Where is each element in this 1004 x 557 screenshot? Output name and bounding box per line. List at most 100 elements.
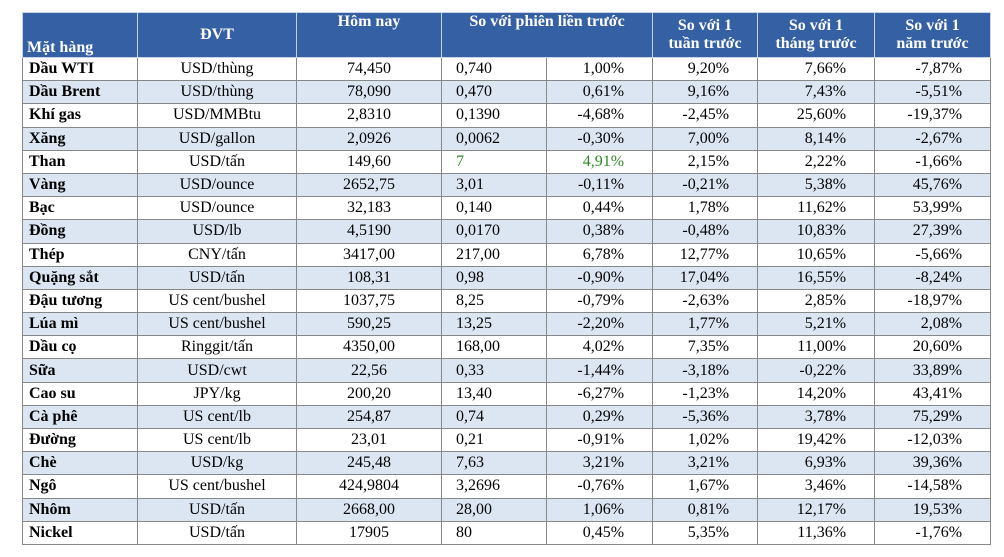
- table-cell: 7,43%: [757, 80, 876, 105]
- table-cell: -12,03%: [874, 427, 992, 453]
- table-cell: -2,20%: [545, 312, 654, 337]
- table-cell: US cent/lb: [137, 427, 297, 453]
- table-cell: 7: [441, 149, 547, 174]
- table-row: Sữa USD/cwt 22,56 0,33 -1,44% -3,18% -0,22% 33,…: [22, 358, 992, 383]
- table-cell: -2,63%: [652, 288, 759, 314]
- table-cell: 11,36%: [757, 520, 876, 545]
- table-cell: 43,41%: [874, 381, 992, 406]
- commodity-name: Than: [22, 149, 138, 174]
- table-row: Vàng USD/ounce 2652,75 3,01 -0,11% -0,21% 5,38…: [22, 172, 992, 198]
- commodity-name: Nhôm: [22, 497, 138, 522]
- price-table: Mặt hàng ĐVT Hôm nay So với phiên liền t…: [22, 12, 992, 545]
- table-row: Dầu WTI USD/thùng 74,450 0,740 1,00% 9,20% 7,6…: [22, 56, 992, 82]
- table-cell: 32,183: [296, 196, 442, 221]
- commodity-name: Chè: [22, 451, 138, 476]
- commodity-name: Cao su: [22, 381, 138, 406]
- commodity-name: Lúa mì: [22, 312, 138, 337]
- table-cell: 4,5190: [296, 219, 442, 244]
- table-cell: 254,87: [296, 404, 442, 430]
- table-cell: 0,81%: [652, 497, 759, 522]
- table-cell: 0,45%: [545, 520, 654, 545]
- table-cell: 0,740: [441, 56, 547, 82]
- header-row: Mặt hàng ĐVT Hôm nay So với phiên liền t…: [22, 12, 992, 58]
- table-row: Than USD/tấn 149,60 7 4,91% 2,15% 2,22% -1,66%: [22, 149, 992, 174]
- table-cell: -19,37%: [874, 103, 992, 128]
- table-cell: US cent/bushel: [137, 312, 297, 337]
- table-cell: 19,53%: [874, 497, 992, 522]
- table-row: Quặng sắt USD/tấn 108,31 0,98 -0,90% 17,04% 16…: [22, 265, 992, 290]
- table-cell: 7,00%: [652, 126, 759, 151]
- table-cell: US cent/bushel: [137, 474, 297, 499]
- table-cell: 10,65%: [757, 242, 876, 267]
- table-cell: USD/gallon: [137, 126, 297, 151]
- table-cell: 2,08%: [874, 312, 992, 337]
- table-row: Xăng USD/gallon 2,0926 0,0062 -0,30% 7,00% 8,1…: [22, 126, 992, 151]
- commodity-name: Cà phê: [22, 404, 138, 430]
- table-cell: -8,24%: [874, 265, 992, 290]
- table-cell: 245,48: [296, 451, 442, 476]
- table-cell: USD/tấn: [137, 265, 297, 290]
- table-cell: -7,87%: [874, 56, 992, 82]
- commodity-name: Dầu Brent: [22, 80, 138, 105]
- table-cell: 0,98: [441, 265, 547, 290]
- header-cell: So với phiên liền trước: [440, 12, 654, 58]
- table-cell: USD/tấn: [137, 520, 297, 545]
- table-cell: 0,21: [441, 427, 547, 453]
- table-cell: 2,22%: [757, 149, 876, 174]
- table-cell: 3,2696: [441, 474, 547, 499]
- table-cell: 0,38%: [545, 219, 654, 244]
- table-cell: -5,36%: [652, 404, 759, 430]
- table-cell: 5,35%: [652, 520, 759, 545]
- table-row: Lúa mì US cent/bushel 590,25 13,25 -2,20% 1,7…: [22, 312, 992, 337]
- commodity-name: Ngô: [22, 474, 138, 499]
- table-cell: 2,15%: [652, 149, 759, 174]
- table-cell: 0,33: [441, 358, 547, 383]
- table-cell: USD/ounce: [137, 172, 297, 198]
- table-cell: 0,29%: [545, 404, 654, 430]
- table-cell: 149,60: [296, 149, 442, 174]
- table-cell: -0,48%: [652, 219, 759, 244]
- commodity-name: Quặng sắt: [22, 265, 138, 290]
- table-cell: 11,00%: [757, 335, 876, 360]
- table-cell: 9,16%: [652, 80, 759, 105]
- table-cell: 590,25: [296, 312, 442, 337]
- commodity-name: Sữa: [22, 358, 138, 383]
- header-cell: Mặt hàng: [22, 12, 138, 58]
- table-cell: 1,02%: [652, 427, 759, 453]
- table-cell: 3,01: [441, 172, 547, 198]
- table-cell: -2,67%: [874, 126, 992, 151]
- table-cell: 27,39%: [874, 219, 992, 244]
- table-cell: 7,35%: [652, 335, 759, 360]
- table-cell: 0,44%: [545, 196, 654, 221]
- table-cell: 6,93%: [757, 451, 876, 476]
- commodity-name: Bạc: [22, 196, 138, 221]
- table-cell: 22,56: [296, 358, 442, 383]
- table-cell: 1037,75: [296, 288, 442, 314]
- commodity-name: Thép: [22, 242, 138, 267]
- table-cell: -1,23%: [652, 381, 759, 406]
- table-cell: 0,0062: [441, 126, 547, 151]
- table-cell: 17,04%: [652, 265, 759, 290]
- table-cell: 3417,00: [296, 242, 442, 267]
- table-body: Dầu WTI USD/thùng 74,450 0,740 1,00% 9,20% 7,6…: [22, 56, 992, 545]
- table-cell: 75,29%: [874, 404, 992, 430]
- table-row: Dầu Brent USD/thùng 78,090 0,470 0,61% 9,16% 7…: [22, 80, 992, 105]
- table-cell: USD/MMBtu: [137, 103, 297, 128]
- table-cell: 78,090: [296, 80, 442, 105]
- commodity-name: Đồng: [22, 219, 138, 244]
- table-cell: -1,44%: [545, 358, 654, 383]
- table-cell: USD/tấn: [137, 497, 297, 522]
- table-cell: 45,76%: [874, 172, 992, 198]
- table-cell: 13,25: [441, 312, 547, 337]
- table-cell: 0,470: [441, 80, 547, 105]
- table-row: Nhôm USD/tấn 2668,00 28,00 1,06% 0,81% 12,17% 1…: [22, 497, 992, 522]
- table-cell: 0,74: [441, 404, 547, 430]
- table-cell: 0,140: [441, 196, 547, 221]
- header-cell: ĐVT: [137, 12, 297, 58]
- table-cell: USD/lb: [137, 219, 297, 244]
- table-cell: USD/tấn: [137, 149, 297, 174]
- header-cell: Hôm nay: [296, 12, 442, 58]
- table-row: Khí gas USD/MMBtu 2,8310 0,1390 -4,68% -2,45%…: [22, 103, 992, 128]
- table-cell: 7,66%: [757, 56, 876, 82]
